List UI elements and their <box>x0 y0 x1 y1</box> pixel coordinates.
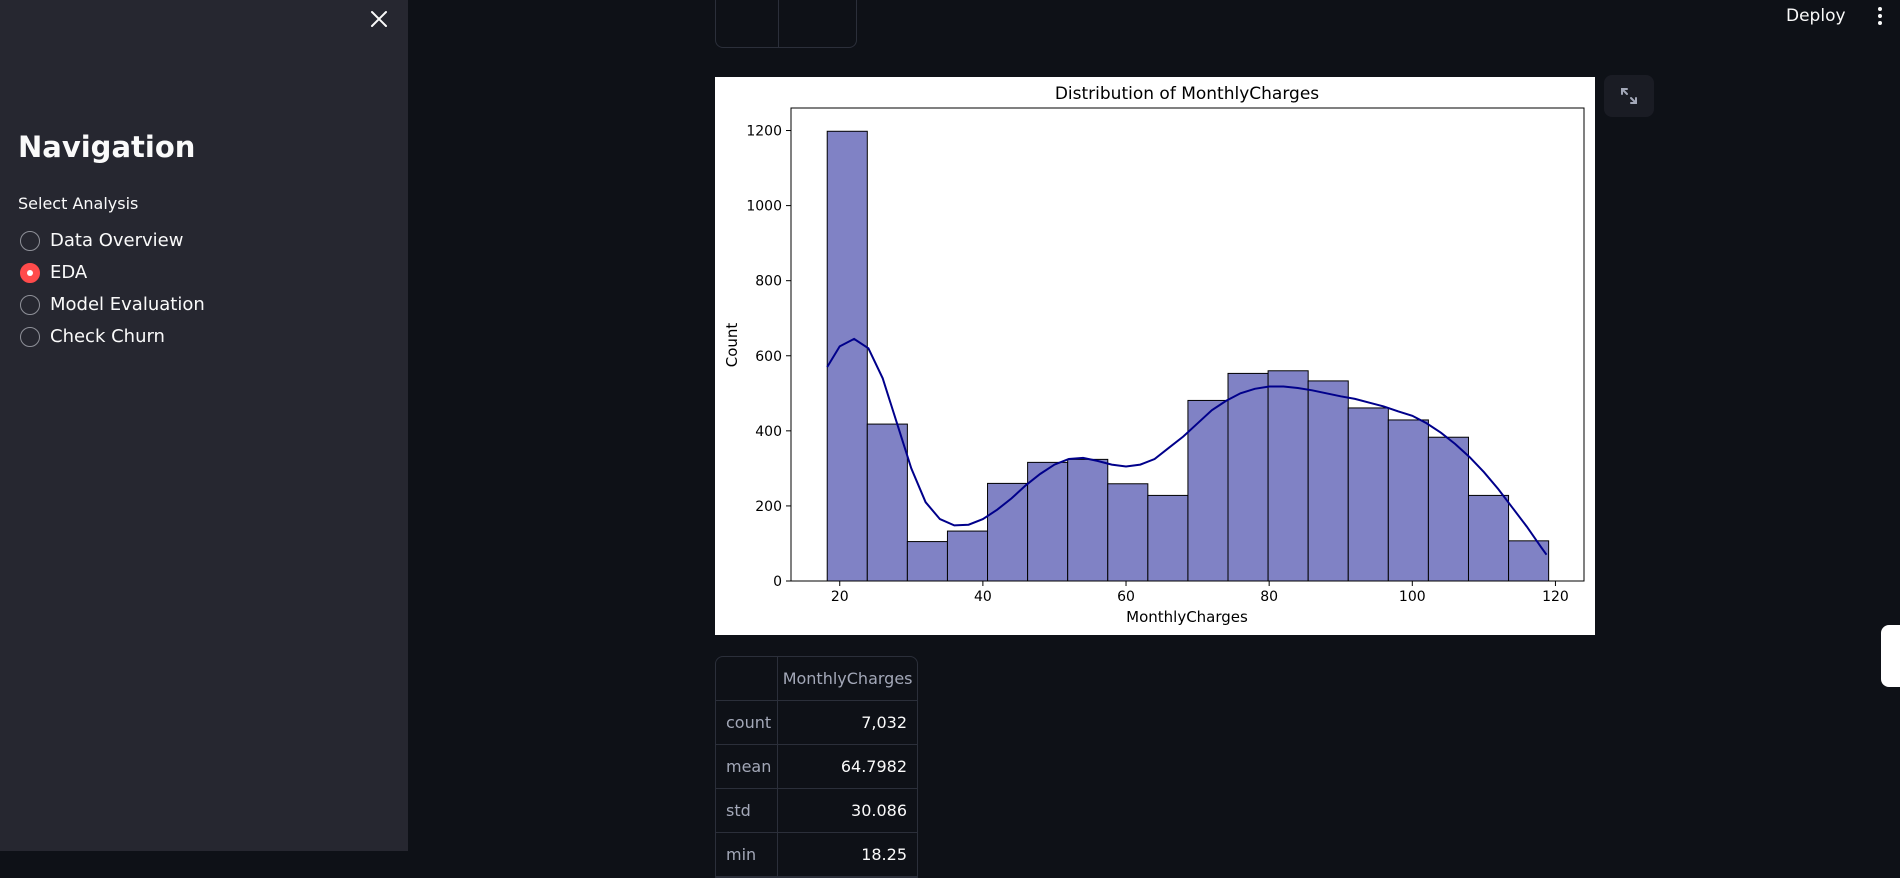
histogram-bar <box>987 482 1029 582</box>
bars-layer <box>826 130 1550 582</box>
x-tick-label: 20 <box>831 589 849 605</box>
row-value: 64.7982 <box>778 745 917 789</box>
histogram-bar <box>1147 494 1189 582</box>
y-axis-label: Count <box>723 323 741 368</box>
fullscreen-icon[interactable] <box>1604 75 1654 117</box>
y-ticks: 0 200 400 600 800 1000 1200 <box>746 124 791 590</box>
histogram-bar <box>1427 436 1469 582</box>
row-label: mean <box>716 745 779 789</box>
more-vertical-icon[interactable] <box>1870 4 1890 28</box>
radio-label: EDA <box>50 262 88 283</box>
histogram-bar <box>1187 399 1229 582</box>
table-row: std 30.086 <box>716 789 917 833</box>
x-axis-label: MonthlyCharges <box>1126 608 1248 626</box>
table-corner <box>716 657 779 701</box>
previous-table-fragment <box>715 0 857 48</box>
select-analysis-label: Select Analysis <box>18 194 139 213</box>
kde-line <box>826 337 1548 556</box>
stats-table: MonthlyCharges count 7,032 mean 64.7982 … <box>715 656 918 878</box>
x-tick-label: 40 <box>974 589 992 605</box>
radio-data-overview[interactable]: Data Overview <box>20 230 183 251</box>
histogram-bar <box>1508 540 1550 582</box>
y-tick-label: 1200 <box>746 124 782 140</box>
radio-model-evaluation[interactable]: Model Evaluation <box>20 294 205 315</box>
y-tick-label: 600 <box>755 349 782 365</box>
histogram-bar <box>1067 458 1109 582</box>
row-value: 18.25 <box>778 833 917 877</box>
y-tick-label: 0 <box>773 574 782 590</box>
row-label: count <box>716 701 779 745</box>
radio-button-icon[interactable] <box>20 294 40 315</box>
plot-frame <box>790 107 1585 582</box>
x-tick-label: 60 <box>1117 589 1135 605</box>
histogram-bar <box>1307 380 1349 582</box>
radio-eda[interactable]: EDA <box>20 262 87 283</box>
y-tick-label: 400 <box>755 424 782 440</box>
x-tick-label: 100 <box>1399 589 1426 605</box>
sidebar-title: Navigation <box>18 130 196 164</box>
histogram-bar <box>1107 483 1149 582</box>
histogram-bar <box>1347 407 1389 582</box>
x-tick-label: 120 <box>1542 589 1569 605</box>
y-tick-label: 1000 <box>746 199 782 215</box>
sidebar: Navigation Select Analysis Data Overview… <box>0 0 408 851</box>
histogram-bar <box>946 530 989 582</box>
radio-button-icon[interactable] <box>20 230 40 251</box>
histogram-chart: Distribution of MonthlyCharges 20 40 60 80 1… <box>723 84 1585 626</box>
y-tick-label: 800 <box>755 274 782 290</box>
histogram-bar <box>866 423 908 582</box>
histogram-bar <box>1387 419 1429 582</box>
radio-label: Model Evaluation <box>50 294 205 315</box>
row-label: std <box>716 789 779 833</box>
radio-label: Data Overview <box>50 230 184 251</box>
histogram-bar <box>1467 494 1510 582</box>
histogram-bar <box>1267 370 1309 582</box>
side-panel-tab[interactable] <box>1881 625 1900 687</box>
y-tick-label: 200 <box>755 499 782 515</box>
table-row: min 18.25 <box>716 833 917 877</box>
x-tick-label: 80 <box>1260 589 1278 605</box>
histogram-bar <box>906 541 948 582</box>
table-row: mean 64.7982 <box>716 745 917 789</box>
radio-button-selected-icon[interactable] <box>20 262 40 283</box>
radio-check-churn[interactable]: Check Churn <box>20 326 165 347</box>
chart-container: Distribution of MonthlyCharges 20 40 60 80 1… <box>715 77 1595 635</box>
row-value: 7,032 <box>778 701 917 745</box>
histogram-bar <box>1027 461 1069 582</box>
close-icon[interactable] <box>364 4 394 34</box>
table-header-row: MonthlyCharges <box>716 657 917 701</box>
table-row: count 7,032 <box>716 701 917 745</box>
radio-button-icon[interactable] <box>20 326 40 347</box>
row-label: min <box>716 833 779 877</box>
x-ticks: 20 40 60 80 100 120 <box>831 581 1569 605</box>
row-value: 30.086 <box>778 789 917 833</box>
chart-title: Distribution of MonthlyCharges <box>1055 84 1319 104</box>
histogram-bar <box>1227 372 1269 582</box>
deploy-button[interactable]: Deploy <box>1786 6 1846 26</box>
radio-label: Check Churn <box>50 326 165 347</box>
column-header: MonthlyCharges <box>778 657 917 701</box>
